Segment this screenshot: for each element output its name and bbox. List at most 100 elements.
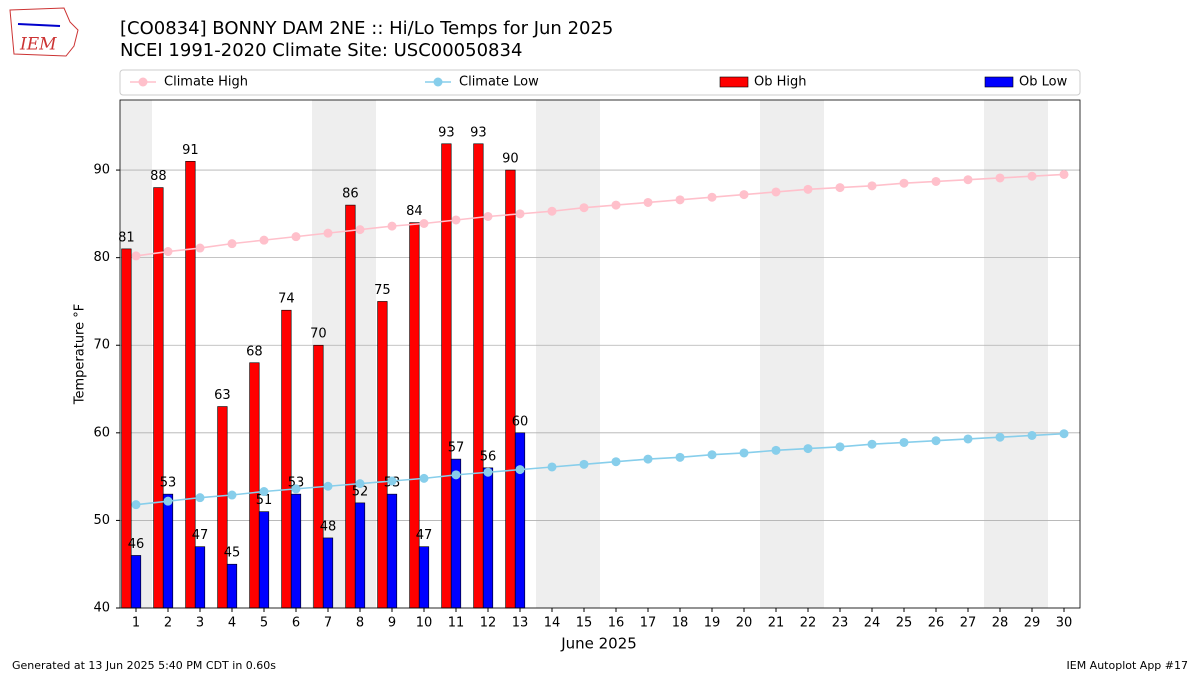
bar: [418, 546, 430, 609]
x-tick-label: 7: [324, 616, 332, 631]
bar: [386, 493, 398, 609]
line-point: [547, 206, 557, 216]
data-label: 86: [342, 187, 359, 202]
line-point: [355, 225, 365, 235]
line-point: [963, 175, 973, 185]
line-point: [995, 432, 1005, 442]
bar: [194, 546, 206, 609]
legend-swatch: [433, 77, 443, 87]
y-tick-label: 90: [93, 163, 110, 178]
y-tick-label: 60: [93, 425, 110, 440]
x-tick-label: 21: [768, 616, 785, 631]
line-point: [387, 221, 397, 231]
line-point: [771, 445, 781, 455]
logo-text: IEM: [19, 35, 57, 55]
bar: [482, 467, 494, 609]
x-tick-label: 18: [672, 616, 689, 631]
line-point: [1059, 429, 1069, 439]
line-point: [163, 496, 173, 506]
x-tick-label: 10: [416, 616, 433, 631]
chart-subtitle: NCEI 1991-2020 Climate Site: USC00050834: [120, 40, 522, 61]
data-label: 47: [416, 528, 433, 543]
line-point: [323, 481, 333, 491]
line-point: [355, 479, 365, 489]
x-tick-label: 14: [544, 616, 561, 631]
data-label: 53: [160, 476, 177, 491]
line-point: [611, 457, 621, 467]
x-tick-label: 24: [864, 616, 881, 631]
line-point: [195, 243, 205, 253]
line-point: [1059, 169, 1069, 179]
x-tick-label: 30: [1056, 616, 1073, 631]
line-point: [1027, 171, 1037, 181]
x-tick-label: 28: [992, 616, 1009, 631]
line-point: [483, 467, 493, 477]
bar: [441, 143, 452, 609]
line-point: [803, 444, 813, 454]
line: [135, 173, 1065, 257]
bar: [281, 309, 292, 609]
line-point: [803, 184, 813, 194]
bar: [217, 406, 228, 609]
line: [135, 432, 1065, 506]
x-tick-label: 6: [292, 616, 300, 631]
line-point: [195, 493, 205, 503]
line-point: [739, 448, 749, 458]
legend-label: Climate Low: [459, 75, 539, 90]
x-tick-label: 19: [704, 616, 721, 631]
line-point: [899, 178, 909, 188]
line-point: [771, 187, 781, 197]
line-point: [323, 228, 333, 238]
chart-title: [CO0834] BONNY DAM 2NE :: Hi/Lo Temps fo…: [120, 18, 613, 39]
x-tick-label: 11: [448, 616, 465, 631]
footer-right: IEM Autoplot App #17: [1067, 659, 1189, 672]
line-point: [419, 218, 429, 228]
line-point: [131, 500, 141, 510]
legend-label: Ob Low: [1019, 75, 1068, 90]
x-tick-label: 4: [228, 616, 236, 631]
line-point: [227, 490, 237, 500]
legend-label: Climate High: [164, 75, 248, 90]
bar: [505, 169, 516, 609]
y-tick-label: 80: [93, 250, 110, 265]
x-tick-label: 27: [960, 616, 977, 631]
line-point: [579, 203, 589, 213]
x-tick-label: 3: [196, 616, 204, 631]
x-tick-label: 2: [164, 616, 172, 631]
line-point: [451, 215, 461, 225]
y-tick-label: 70: [93, 338, 110, 353]
data-label: 70: [310, 327, 327, 342]
y-axis-label: Temperature °F: [73, 304, 88, 405]
x-tick-label: 26: [928, 616, 945, 631]
bar: [409, 222, 420, 609]
line-point: [579, 459, 589, 469]
x-tick-label: 15: [576, 616, 593, 631]
bar: [249, 362, 260, 609]
bar: [345, 204, 356, 609]
x-tick-label: 8: [356, 616, 364, 631]
line-point: [643, 197, 653, 207]
line-point: [451, 470, 461, 480]
x-tick-label: 20: [736, 616, 753, 631]
line-point: [963, 434, 973, 444]
bar: [258, 511, 270, 609]
x-tick-label: 22: [800, 616, 817, 631]
x-tick-label: 29: [1024, 616, 1041, 631]
legend-swatch: [984, 76, 1014, 88]
bar: [290, 493, 302, 609]
x-tick-label: 17: [640, 616, 657, 631]
line-point: [931, 176, 941, 186]
data-label: 46: [128, 537, 145, 552]
y-tick-label: 50: [93, 513, 110, 528]
x-tick-label: 25: [896, 616, 913, 631]
data-label: 47: [192, 528, 209, 543]
line-point: [259, 235, 269, 245]
bar: [162, 493, 174, 609]
data-label: 90: [502, 152, 519, 167]
data-label: 63: [214, 388, 231, 403]
x-axis-label: June 2025: [560, 635, 637, 653]
line-point: [1027, 430, 1037, 440]
x-tick-label: 9: [388, 616, 396, 631]
bar: [377, 301, 388, 609]
